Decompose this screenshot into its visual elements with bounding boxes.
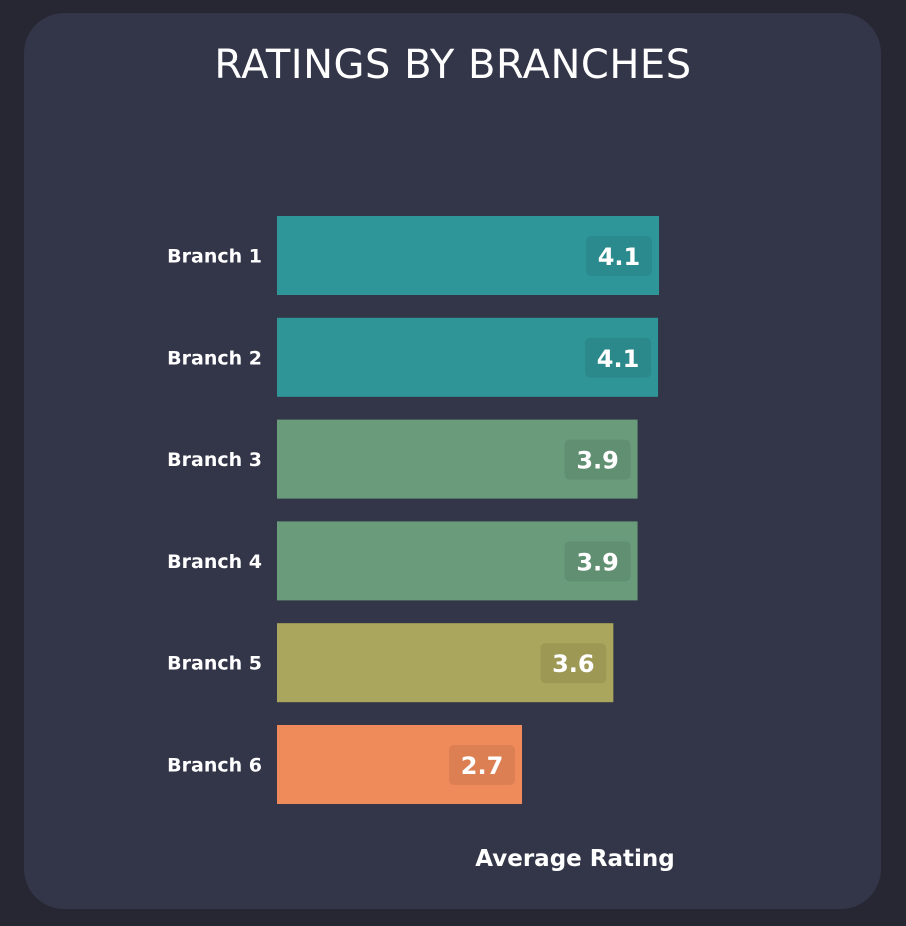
data-label-background — [540, 643, 607, 684]
bar — [277, 521, 638, 601]
category-tick-label: Branch 6 — [167, 755, 262, 777]
data-label-background — [586, 236, 652, 276]
data-label: 2.7 — [461, 752, 504, 780]
data-label: 3.9 — [576, 447, 619, 475]
category-tick-label: Branch 5 — [167, 653, 262, 675]
data-label: 3.6 — [552, 650, 595, 678]
data-label: 3.9 — [576, 548, 619, 576]
category-tick-label: Branch 1 — [167, 246, 262, 268]
bar — [277, 419, 638, 499]
bar — [277, 623, 614, 703]
x-axis-label: Average Rating — [475, 846, 675, 872]
data-label-background — [564, 439, 631, 480]
category-tick-label: Branch 2 — [167, 347, 262, 369]
bar — [277, 317, 659, 397]
category-tick-label: Branch 3 — [167, 449, 262, 471]
data-label-background — [585, 337, 652, 378]
data-label-background — [564, 541, 631, 582]
data-label-background — [449, 745, 516, 785]
chart-title: RATINGS BY BRANCHES — [214, 42, 692, 88]
data-label: 4.1 — [598, 243, 641, 271]
data-label: 4.1 — [597, 345, 640, 373]
bar — [277, 725, 523, 804]
bar — [277, 216, 659, 295]
category-tick-label: Branch 4 — [167, 551, 262, 573]
